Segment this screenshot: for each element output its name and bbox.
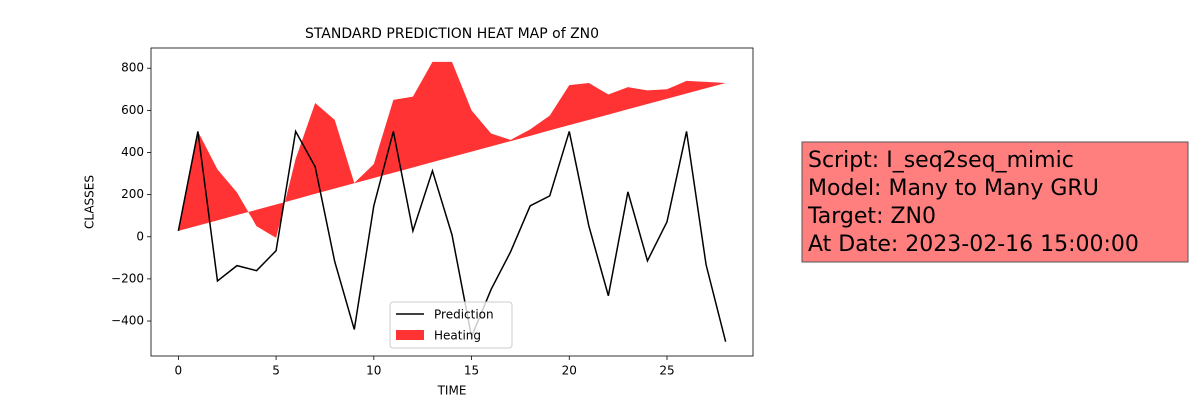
x-tick-label: 15	[464, 364, 479, 378]
x-tick-label: 10	[366, 364, 381, 378]
annotation-box	[801, 141, 1189, 263]
y-tick-label: −200	[111, 271, 144, 285]
x-tick-label: 5	[272, 364, 280, 378]
y-tick-label: 200	[121, 187, 144, 201]
heating-area	[178, 61, 726, 238]
legend-label: Heating	[434, 329, 481, 343]
legend-label: Prediction	[434, 308, 494, 322]
chart-title: STANDARD PREDICTION HEAT MAP of ZN0	[305, 26, 599, 42]
y-axis-label: CLASSES	[83, 175, 97, 229]
y-tick-label: 400	[121, 145, 144, 159]
plot-frame	[150, 47, 754, 357]
prediction-line	[177, 129, 727, 342]
y-tick-label: −400	[111, 314, 144, 328]
annotation-line: Model: Many to Many GRU	[808, 176, 1099, 201]
annotation-line: Target: ZN0	[807, 204, 936, 229]
y-tick-label: 0	[136, 229, 144, 243]
legend-swatch	[396, 330, 424, 340]
y-tick-label: 800	[121, 61, 144, 75]
annotation-line: Script: I_seq2seq_mimic	[808, 148, 1074, 173]
x-tick-label: 0	[175, 364, 183, 378]
x-tick-label: 20	[562, 364, 577, 378]
annotation-line: At Date: 2023-02-16 15:00:00	[808, 232, 1139, 257]
x-tick-label: 25	[659, 364, 674, 378]
y-tick-label: 600	[121, 103, 144, 117]
x-axis-label: TIME	[437, 384, 467, 398]
